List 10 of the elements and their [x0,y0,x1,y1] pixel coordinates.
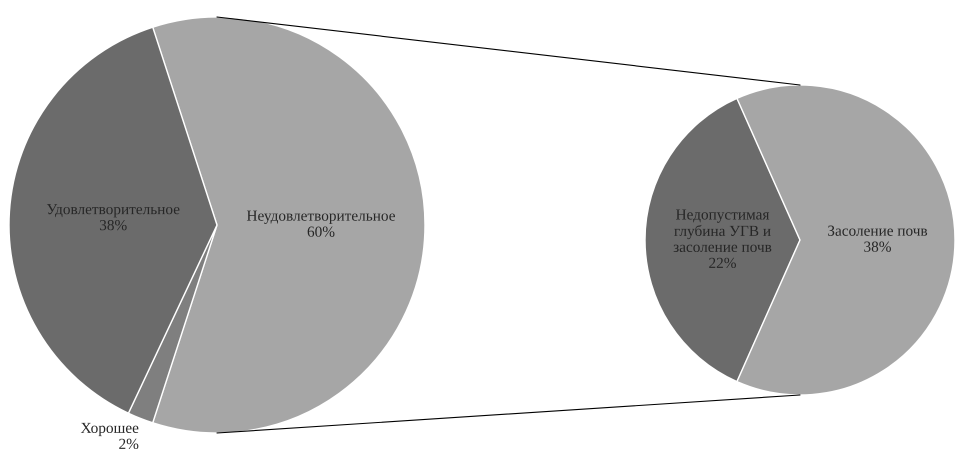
data-label: 22% [709,258,736,268]
data-label: 38% [100,220,127,230]
slice-label: Недопустимая глубина УГВ и засоление почв [674,209,772,252]
slice-label: Неудовлетворительное [246,210,395,224]
slice-label: Засоление почв [828,226,928,236]
slice-label: Удовлетворительное [46,204,180,218]
data-label: 2% [119,438,138,450]
data-label: 38% [864,242,891,252]
data-label: 60% [308,226,334,237]
slice-label: Хорошее [80,422,138,436]
